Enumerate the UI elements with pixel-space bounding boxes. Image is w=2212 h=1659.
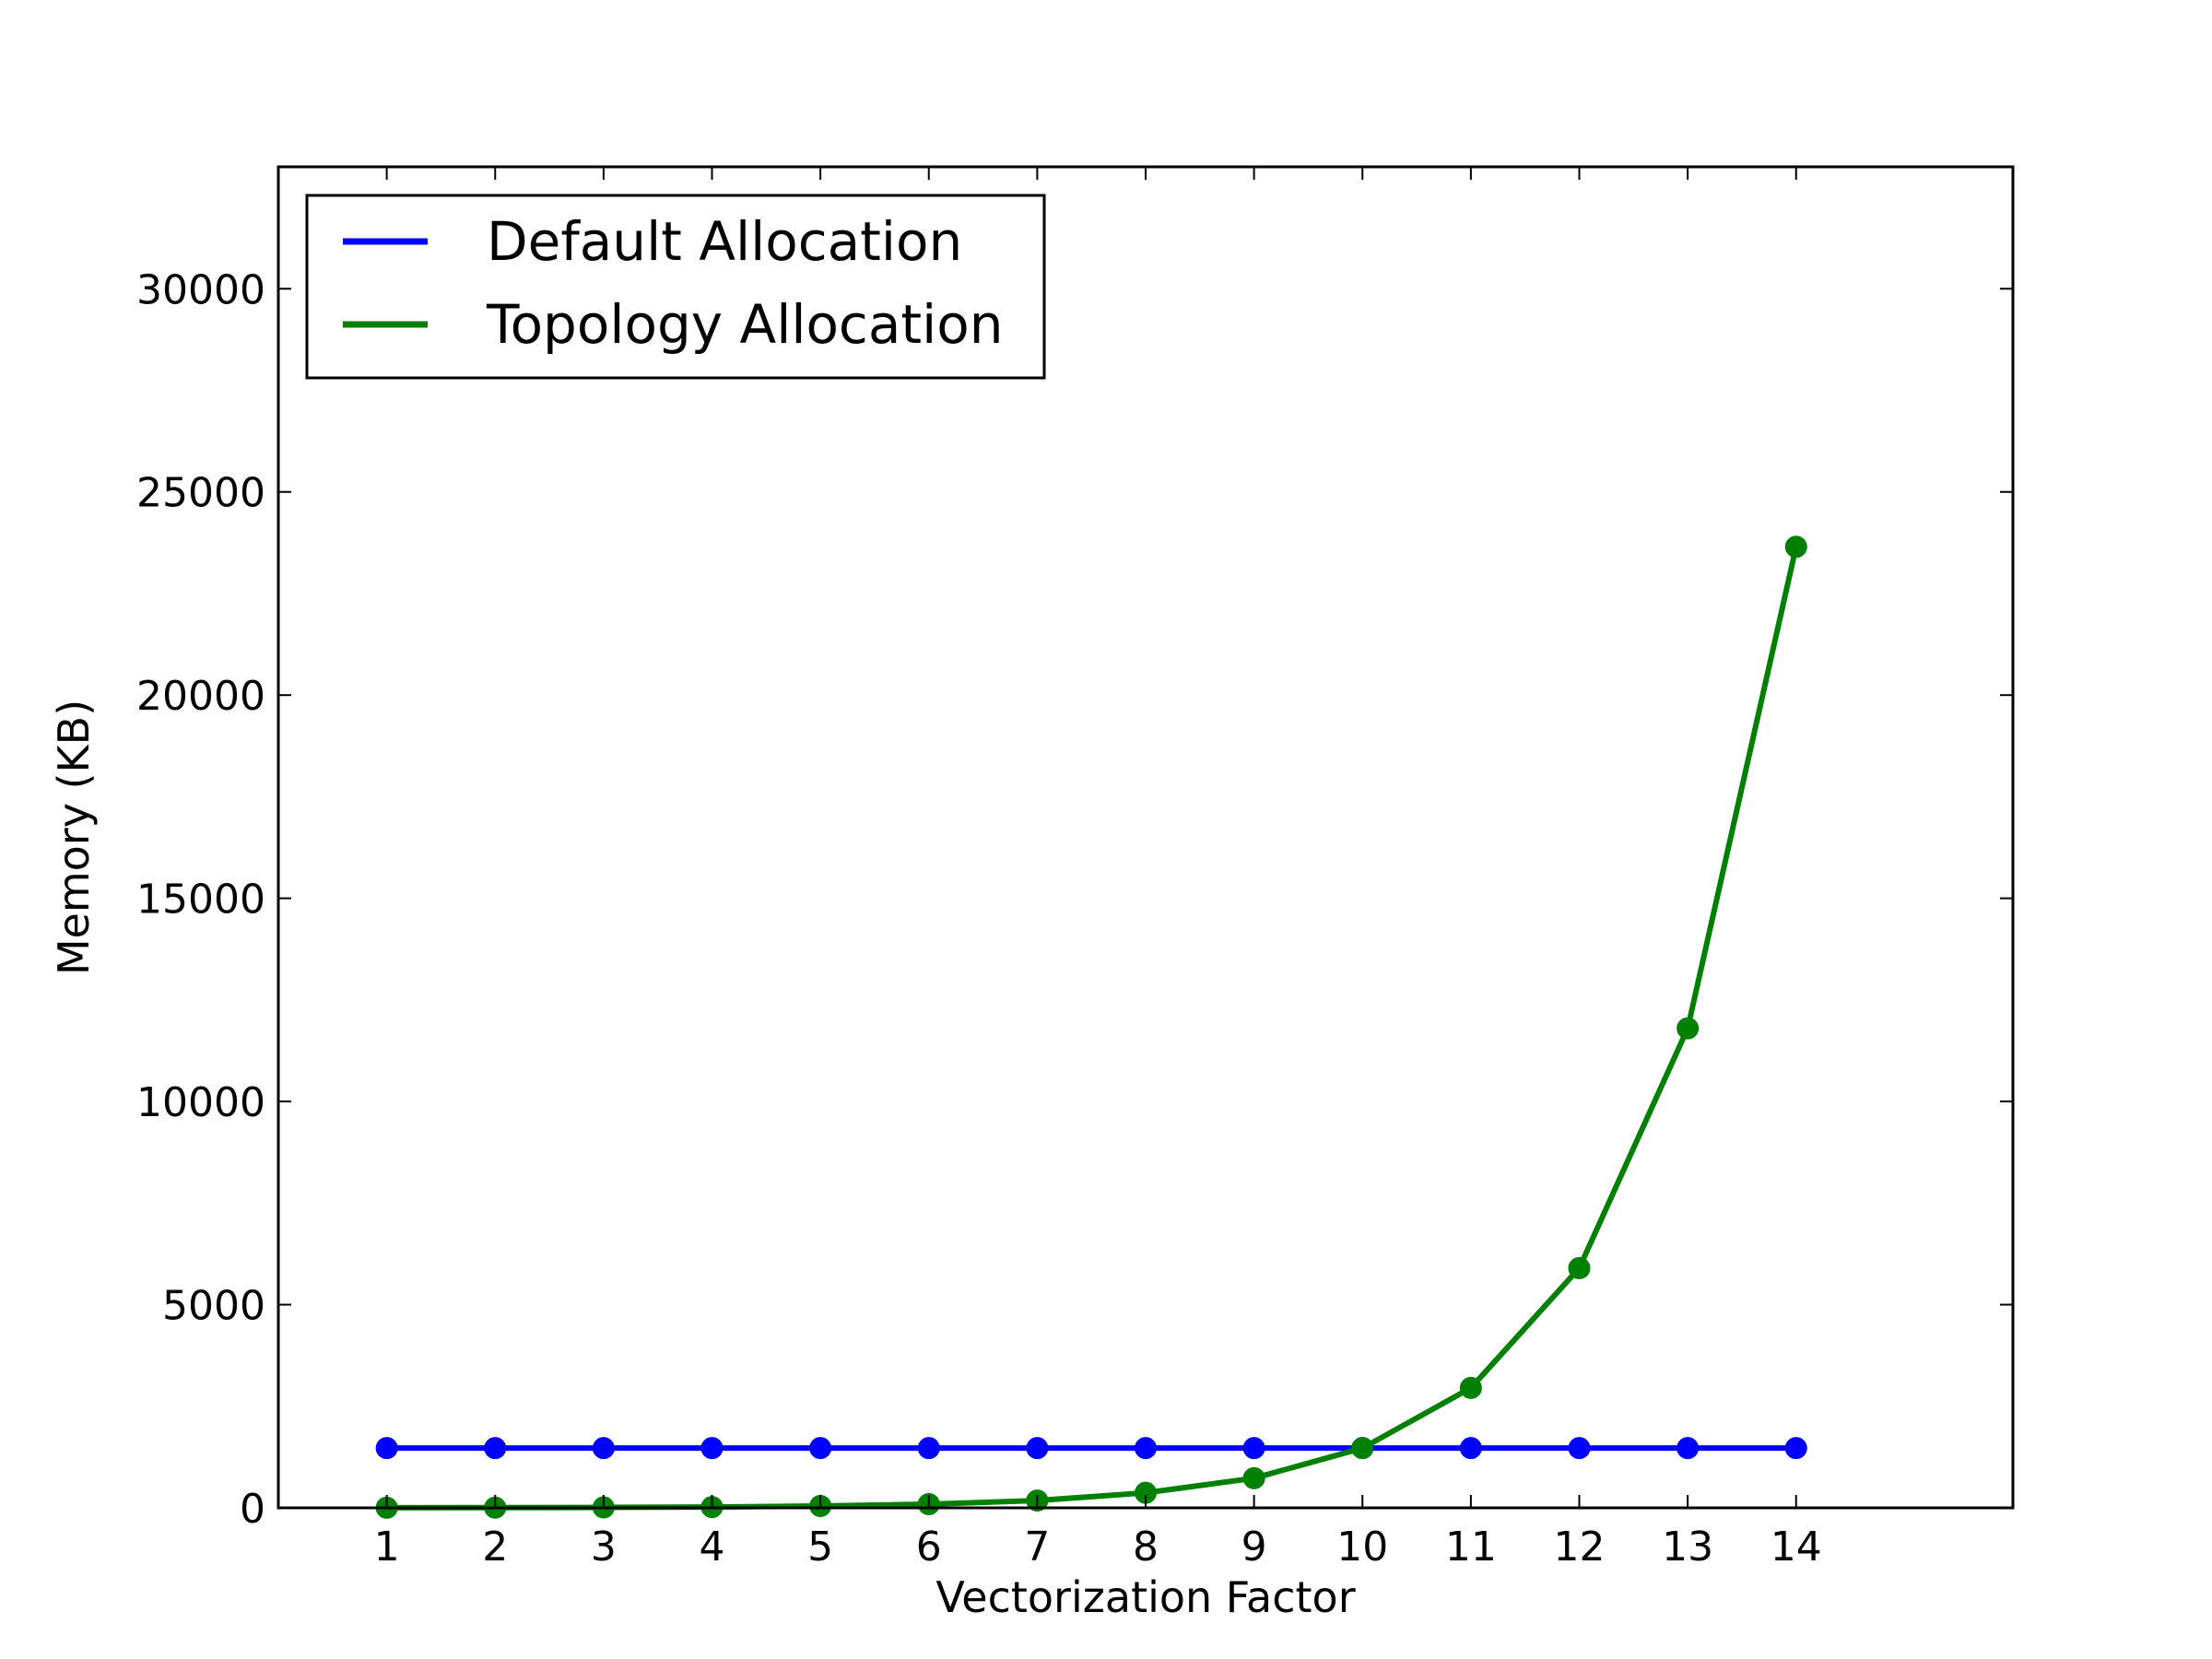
y-tick-label: 25000	[136, 470, 265, 517]
data-point-topology-allocation	[1242, 1466, 1265, 1489]
data-point-default-allocation	[917, 1437, 940, 1460]
x-tick-label: 1	[374, 1524, 400, 1571]
x-tick-label: 7	[1024, 1524, 1050, 1571]
x-tick-label: 6	[916, 1524, 942, 1571]
x-tick-label: 13	[1662, 1524, 1713, 1571]
legend-label-default-allocation: Default Allocation	[487, 210, 962, 273]
data-point-default-allocation	[700, 1437, 724, 1460]
y-tick-label: 5000	[162, 1283, 265, 1330]
data-point-default-allocation	[484, 1437, 507, 1460]
y-tick-label: 15000	[136, 877, 265, 924]
data-point-default-allocation	[1459, 1437, 1482, 1460]
legend: Default Allocation Topology Allocation	[305, 194, 1046, 380]
legend-box	[305, 194, 1046, 380]
y-axis-label: Memory (KB)	[49, 700, 99, 975]
data-point-default-allocation	[1026, 1437, 1049, 1460]
x-tick-label: 4	[700, 1524, 725, 1571]
data-point-default-allocation	[1242, 1437, 1265, 1460]
x-tick-label: 11	[1445, 1524, 1497, 1571]
data-point-default-allocation	[1135, 1437, 1157, 1460]
y-tick-label: 20000	[136, 673, 265, 720]
data-point-default-allocation	[375, 1437, 398, 1460]
data-point-default-allocation	[1784, 1437, 1807, 1460]
y-tick-label: 0	[240, 1486, 265, 1533]
x-tick-label: 10	[1336, 1524, 1388, 1571]
data-point-default-allocation	[592, 1437, 615, 1460]
y-tick-label: 30000	[136, 266, 265, 313]
x-tick-label: 2	[482, 1524, 508, 1571]
x-tick-label: 3	[591, 1524, 617, 1571]
data-point-topology-allocation	[1568, 1256, 1591, 1279]
legend-label-topology-allocation: Topology Allocation	[486, 293, 1003, 356]
series-layer	[375, 535, 1807, 1519]
x-axis-label: Vectorization Factor	[935, 1572, 1355, 1622]
data-point-default-allocation	[1677, 1437, 1700, 1460]
x-tick-label: 9	[1241, 1524, 1267, 1571]
x-tick-label: 5	[807, 1524, 833, 1571]
x-tick-label: 14	[1771, 1524, 1822, 1571]
y-tick-label: 10000	[136, 1079, 265, 1126]
data-point-topology-allocation	[1677, 1017, 1700, 1040]
data-point-default-allocation	[1568, 1437, 1591, 1460]
data-point-default-allocation	[809, 1437, 832, 1460]
x-tick-label: 12	[1554, 1524, 1606, 1571]
axis-ticks: 1 2 3 4 5 6 7 8 9 10 11 12 13 14050001000015000200002…	[136, 167, 2013, 1571]
data-point-topology-allocation	[1784, 535, 1807, 559]
data-point-topology-allocation	[1459, 1376, 1482, 1399]
x-tick-label: 8	[1133, 1524, 1159, 1571]
data-point-topology-allocation	[1351, 1437, 1374, 1460]
